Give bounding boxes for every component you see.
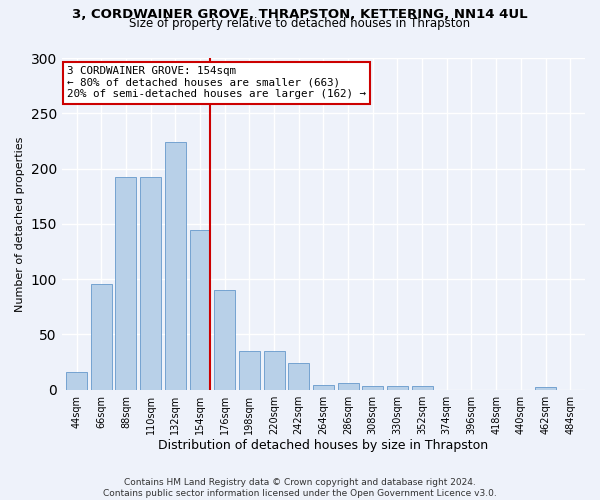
Bar xyxy=(263,351,284,390)
Bar xyxy=(313,386,334,390)
Bar xyxy=(412,386,433,390)
Bar xyxy=(362,386,383,390)
Bar xyxy=(288,363,309,390)
Bar xyxy=(140,178,161,390)
Bar xyxy=(115,178,136,390)
Bar xyxy=(165,142,186,390)
Bar xyxy=(214,290,235,390)
Bar xyxy=(66,372,87,390)
Text: 3, CORDWAINER GROVE, THRAPSTON, KETTERING, NN14 4UL: 3, CORDWAINER GROVE, THRAPSTON, KETTERIN… xyxy=(72,8,528,20)
Text: Contains HM Land Registry data © Crown copyright and database right 2024.
Contai: Contains HM Land Registry data © Crown c… xyxy=(103,478,497,498)
Text: Size of property relative to detached houses in Thrapston: Size of property relative to detached ho… xyxy=(130,18,470,30)
Bar xyxy=(190,230,211,390)
Bar xyxy=(239,351,260,390)
Bar xyxy=(338,383,359,390)
Bar xyxy=(387,386,408,390)
Bar xyxy=(91,284,112,390)
X-axis label: Distribution of detached houses by size in Thrapston: Distribution of detached houses by size … xyxy=(158,440,488,452)
Text: 3 CORDWAINER GROVE: 154sqm
← 80% of detached houses are smaller (663)
20% of sem: 3 CORDWAINER GROVE: 154sqm ← 80% of deta… xyxy=(67,66,366,100)
Y-axis label: Number of detached properties: Number of detached properties xyxy=(15,136,25,312)
Bar xyxy=(535,388,556,390)
